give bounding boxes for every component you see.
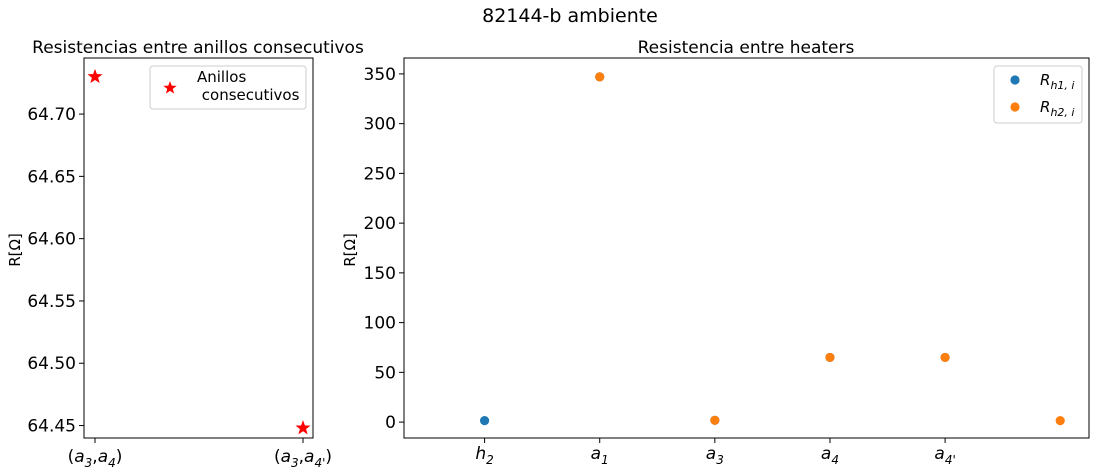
heater-resistance-point <box>940 352 950 363</box>
ring-resistance-xtick-label: (a3​,a4'​) <box>274 447 332 470</box>
ring-resistance-xaxis-ticks: (a3​,a4​) (a3​,a4'​) <box>68 438 332 470</box>
figure-suptitle: 82144-b ambiente <box>482 5 658 27</box>
heater-resistance-ylabel: R[Ω] <box>341 233 359 267</box>
heater-resistance-xtick-label: h2 <box>475 444 493 467</box>
heater-resistance-ytick-label: 350 <box>364 65 396 85</box>
heater-resistance-ytick-label: 200 <box>364 214 396 234</box>
heater-resistance-xtick-label: a1 <box>591 444 609 467</box>
heater-resistance-xtick-label: a4 <box>821 444 839 467</box>
heater-resistance-xtick-label: a3 <box>706 444 724 467</box>
ring-resistance-legend-line-1: Anillos <box>197 68 246 86</box>
ring-resistance-xtick-label: (a3​,a4​) <box>68 447 123 470</box>
ring-resistance-panel: Resistencias entre anillos consecutivos … <box>6 38 364 470</box>
heater-resistance-ytick-label: 50 <box>374 363 396 383</box>
heater-resistance-panel: Resistencia entre heaters R[Ω] 0 50 100 150… <box>341 38 1090 467</box>
ring-resistance-star-point <box>295 420 311 435</box>
ring-resistance-points <box>87 68 311 435</box>
legend-star-marker <box>163 81 177 94</box>
heater-resistance-ytick-label: 150 <box>364 264 396 284</box>
ring-resistance-ytick-label: 64.55 <box>27 292 76 312</box>
heater-resistance-xaxis-ticks: h2 a1 a3 a4 a4' <box>475 438 956 467</box>
heater-resistance-title: Resistencia entre heaters <box>638 38 855 58</box>
heater-resistance-ytick-label: 300 <box>364 115 396 135</box>
heater-resistance-point <box>1055 415 1065 426</box>
ring-resistance-axes-frame <box>83 57 314 439</box>
ring-resistance-ytick-label: 64.70 <box>27 105 76 125</box>
heater-resistance-point <box>825 352 835 363</box>
ring-resistance-title: Resistencias entre anillos consecutivos <box>32 38 364 58</box>
heater-resistance-ytick-label: 250 <box>364 164 396 184</box>
heater-resistance-xtick-label: a4' <box>934 444 955 467</box>
heater-resistance-point <box>479 415 490 426</box>
heater-resistance-points <box>479 72 1065 426</box>
heater-legend-label: Rh1, i <box>1040 71 1074 92</box>
ring-resistance-ytick-label: 64.60 <box>27 230 76 250</box>
ring-resistance-star-point <box>87 68 103 84</box>
heater-resistance-yaxis-ticks: 0 50 100 150 200 250 300 350 <box>364 65 404 433</box>
ring-resistance-ytick-label: 64.65 <box>27 167 76 187</box>
heater-resistance-ytick-label: 100 <box>364 314 396 334</box>
ring-resistance-yaxis-ticks: 64.45 64.50 64.55 64.60 64.65 64.70 <box>27 105 84 437</box>
heater-resistance-legend: Rh1, i Rh2, i <box>993 65 1083 124</box>
ring-resistance-ytick-label: 64.45 <box>27 417 76 437</box>
heater-legend-label: Rh2, i <box>1040 98 1074 119</box>
ring-resistance-legend: Anillos consecutivos <box>149 65 307 110</box>
ring-resistance-legend-box <box>149 65 307 110</box>
heater-resistance-point <box>595 72 605 82</box>
ring-resistance-ytick-label: 64.50 <box>27 354 76 374</box>
heater-resistance-axes-frame <box>403 57 1090 439</box>
heater-resistance-ytick-label: 0 <box>385 413 396 433</box>
ring-resistance-ylabel: R[Ω] <box>6 233 24 267</box>
heater-legend-marker <box>1010 75 1020 85</box>
ring-resistance-legend-line-2: consecutivos <box>197 86 300 104</box>
heater-legend-marker <box>1010 102 1020 112</box>
heater-resistance-point <box>710 415 720 425</box>
